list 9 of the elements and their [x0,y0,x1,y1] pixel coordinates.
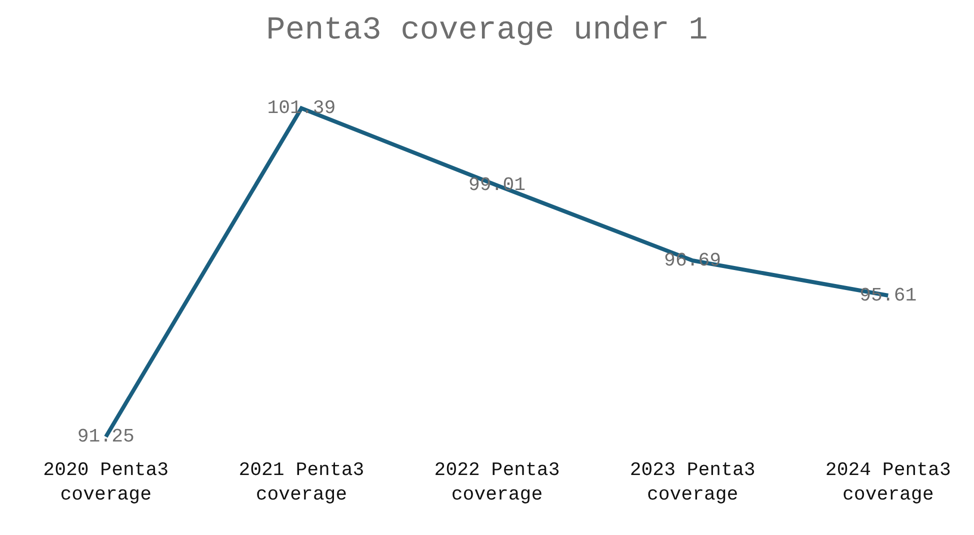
chart-title: Penta3 coverage under 1 [266,11,708,48]
x-tick-label: 2020 Penta3 coverage [43,459,169,506]
data-label: 95.61 [860,284,917,306]
data-label: 91.25 [77,426,134,448]
x-tick-label: 2023 Penta3 coverage [630,459,756,506]
x-tick-label: 2021 Penta3 coverage [238,459,364,506]
data-label: 101.39 [267,97,336,119]
x-tick-label: 2024 Penta3 coverage [825,459,951,506]
x-tick-label: 2022 Penta3 coverage [434,459,560,506]
